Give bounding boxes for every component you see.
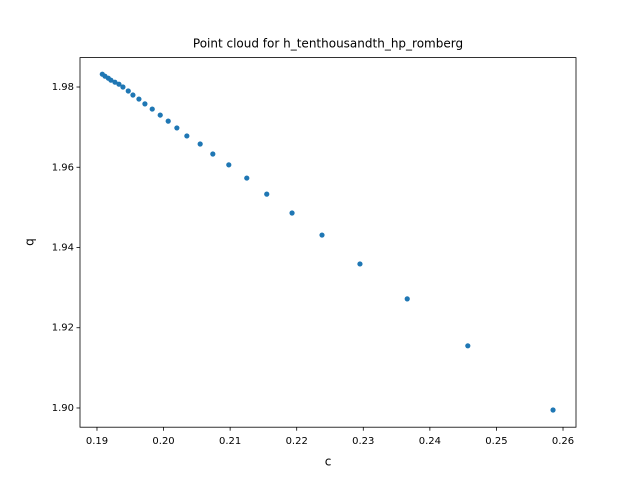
y-tick-label: 1.96 bbox=[52, 162, 74, 173]
x-tick-label: 0.19 bbox=[86, 436, 108, 447]
point bbox=[120, 84, 126, 90]
x-tick-label: 0.25 bbox=[485, 436, 507, 447]
point bbox=[149, 106, 155, 112]
point bbox=[357, 261, 363, 267]
point bbox=[184, 133, 190, 139]
x-tick-label: 0.20 bbox=[152, 436, 174, 447]
point bbox=[404, 296, 410, 302]
x-tick-label: 0.26 bbox=[552, 436, 574, 447]
point bbox=[264, 191, 270, 197]
point bbox=[465, 343, 471, 349]
plot-frame bbox=[79, 57, 577, 428]
x-axis-label: c bbox=[325, 455, 332, 469]
point bbox=[108, 77, 114, 83]
point bbox=[550, 407, 556, 413]
point bbox=[116, 81, 122, 87]
point bbox=[319, 232, 325, 238]
x-tick-label: 0.21 bbox=[219, 436, 241, 447]
point bbox=[157, 112, 163, 118]
point bbox=[125, 88, 131, 94]
point bbox=[112, 79, 118, 85]
point bbox=[226, 162, 232, 168]
point bbox=[174, 125, 180, 131]
x-tick-label: 0.23 bbox=[352, 436, 374, 447]
y-tick-label: 1.94 bbox=[52, 242, 74, 253]
y-tick-label: 1.92 bbox=[52, 323, 74, 334]
chart-title: Point cloud for h_tenthousandth_hp_rombe… bbox=[193, 37, 463, 51]
point bbox=[289, 210, 295, 216]
point bbox=[210, 151, 216, 157]
point bbox=[197, 141, 203, 147]
point bbox=[244, 175, 250, 181]
point bbox=[165, 118, 171, 124]
y-tick-label: 1.90 bbox=[52, 403, 74, 414]
y-tick-label: 1.98 bbox=[52, 82, 74, 93]
point bbox=[136, 96, 142, 102]
point bbox=[142, 101, 148, 107]
point bbox=[130, 92, 136, 98]
y-axis-label: q bbox=[23, 238, 37, 246]
x-tick-label: 0.24 bbox=[419, 436, 441, 447]
x-tick-label: 0.22 bbox=[286, 436, 308, 447]
